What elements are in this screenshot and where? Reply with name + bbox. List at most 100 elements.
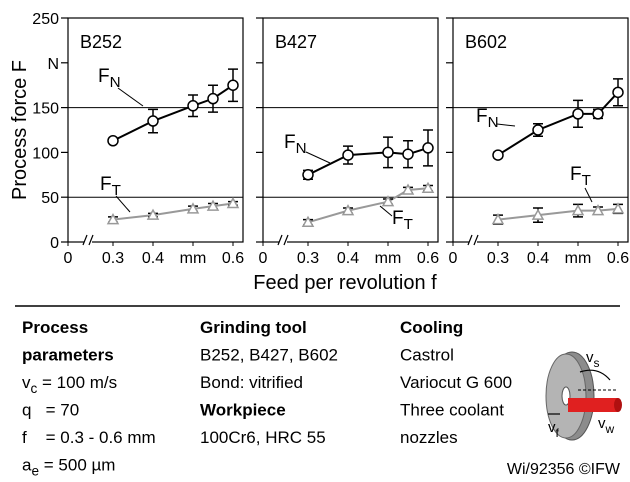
marker — [227, 79, 239, 91]
annotation-leader — [115, 195, 131, 213]
footer-line: Three coolant — [400, 401, 504, 420]
annotation-leader — [584, 187, 593, 203]
footer-line: vc = 100 m/s — [22, 373, 117, 396]
panel-title: B252 — [80, 32, 122, 52]
text-part: v — [548, 419, 556, 436]
marker — [206, 199, 220, 211]
annotation-leader — [496, 123, 516, 127]
marker — [401, 183, 415, 195]
panel-title: B602 — [465, 32, 507, 52]
x-tick-label: mm — [180, 250, 207, 267]
x-tick-label: 0 — [449, 250, 458, 267]
x-tick-label: 0.6 — [222, 250, 244, 267]
text-part: F — [392, 208, 404, 229]
x-tick-label: 0 — [259, 250, 268, 267]
x-tick-label: 0 — [64, 250, 73, 267]
marker — [207, 92, 219, 105]
x-tick-label: 0.4 — [142, 250, 164, 267]
x-tick-label: 0.4 — [337, 250, 359, 267]
x-tick-label: 0.3 — [102, 250, 124, 267]
marker — [147, 115, 159, 127]
annotation-leader — [379, 205, 393, 217]
x-tick-label: 0.6 — [607, 250, 629, 267]
footer-line: 100Cr6, HRC 55 — [200, 428, 326, 447]
text-part: = 500 µm — [39, 456, 115, 475]
subscript: T — [582, 172, 591, 189]
marker — [572, 108, 584, 120]
series-label: FN — [98, 66, 121, 91]
subscript: w — [605, 422, 615, 436]
footer-line: nozzles — [400, 428, 458, 447]
marker — [382, 146, 394, 159]
footer-line: Process — [22, 318, 88, 337]
marker — [532, 124, 544, 136]
x-tick-label: mm — [375, 250, 402, 267]
y-tick-label: N — [47, 56, 59, 73]
series-label: FN — [476, 106, 499, 131]
panel-frame — [262, 17, 439, 243]
subscript: c — [31, 381, 38, 396]
series-label: FT — [570, 164, 591, 189]
y-tick-label: 50 — [41, 190, 59, 207]
footer-line: Cooling — [400, 318, 463, 337]
text-part: F — [284, 132, 296, 153]
text-part: v — [22, 373, 31, 392]
y-tick-label: 250 — [32, 11, 59, 28]
y-tick-label: 150 — [32, 101, 59, 118]
marker — [106, 213, 120, 225]
footer-line: Variocut G 600 — [400, 373, 512, 392]
series-label: FT — [100, 174, 121, 199]
icon-label: vs — [586, 349, 600, 370]
footer-line: Bond: vitrified — [200, 373, 303, 392]
subscript: N — [296, 140, 307, 157]
axis-break-gap — [84, 236, 92, 248]
series-label: FT — [392, 208, 413, 233]
footer-line: ae = 500 µm — [22, 456, 115, 479]
workpiece — [568, 398, 618, 412]
subscript: f — [556, 426, 560, 440]
subscript: s — [594, 356, 600, 370]
marker — [591, 204, 605, 216]
subscript: N — [110, 74, 121, 91]
text-part: F — [98, 66, 110, 87]
text-part: F — [476, 106, 488, 127]
icon-label: vw — [598, 415, 615, 436]
marker — [402, 148, 414, 160]
text-part: F — [100, 174, 112, 195]
panel-title: B427 — [275, 32, 317, 52]
marker — [226, 196, 240, 209]
marker — [592, 108, 604, 120]
marker — [612, 86, 624, 99]
marker — [421, 181, 435, 193]
marker — [491, 213, 505, 225]
marker — [301, 215, 315, 228]
x-tick-label: 0.6 — [417, 250, 439, 267]
footer-line: q = 70 — [22, 401, 79, 420]
marker — [107, 135, 119, 147]
axis-break-gap — [279, 236, 287, 248]
footer-line: Castrol — [400, 346, 454, 365]
annotation-leader — [117, 87, 144, 107]
x-tick-label: 0.3 — [297, 250, 319, 267]
axis-break — [277, 234, 289, 246]
x-axis-label: Feed per revolution f — [253, 272, 437, 294]
text-part: = 100 m/s — [37, 373, 117, 392]
subscript: T — [112, 182, 121, 199]
x-tick-label: 0.4 — [527, 250, 549, 267]
arrow-vs — [579, 369, 611, 381]
x-tick-label: mm — [565, 250, 592, 267]
marker — [342, 149, 354, 161]
credit: Wi/92356 ©IFW — [507, 461, 621, 478]
marker — [302, 169, 314, 181]
series-label: FN — [284, 132, 307, 157]
marker — [187, 100, 199, 112]
footer-line: Grinding tool — [200, 318, 307, 337]
subscript: e — [31, 464, 39, 479]
x-tick-label: 0.3 — [487, 250, 509, 267]
y-tick-label: 100 — [32, 145, 59, 162]
text-part: F — [570, 164, 582, 185]
marker — [531, 208, 545, 220]
footer-line: parameters — [22, 346, 114, 365]
text-part: a — [22, 456, 32, 475]
